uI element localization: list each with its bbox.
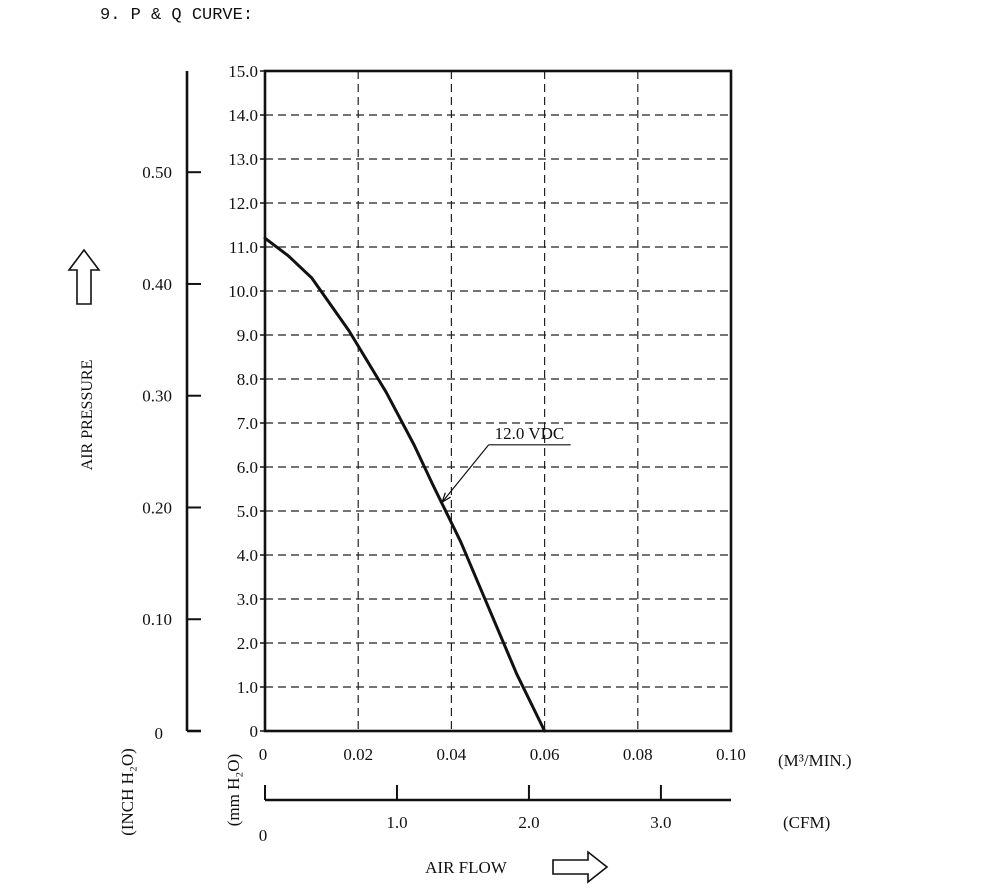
- y-tick-label: 4.0: [237, 546, 258, 565]
- y2-tick-label: 0.20: [142, 498, 172, 517]
- x2-tick-label: 2.0: [518, 813, 539, 832]
- series-line: [263, 236, 547, 733]
- y-tick-label: 14.0: [228, 106, 258, 125]
- y-tick-label: 2.0: [237, 634, 258, 653]
- up-arrow-icon: [67, 248, 101, 305]
- x-tick-label: 0.06: [530, 745, 560, 764]
- y-axis-inch: 0 0.10 0.20 0.30 0.40 0.50: [142, 71, 201, 743]
- page-title: 9. P & Q CURVE:: [100, 6, 254, 25]
- x-unit-primary: (M³/MIN.): [778, 751, 852, 770]
- y-axis-title: AIR PRESSURE: [79, 360, 96, 471]
- x-tick-label: 0.02: [343, 745, 373, 764]
- x2-tick-label: 1.0: [386, 813, 407, 832]
- x2-tick-label: 3.0: [650, 813, 671, 832]
- y-tick-label: 3.0: [237, 590, 258, 609]
- annotation-leader: [441, 444, 490, 503]
- y-tick-label: 6.0: [237, 458, 258, 477]
- y-unit-primary: (mm H₂O): [224, 754, 243, 827]
- x-axis-m3min: 0 0.02 0.04 0.06 0.08 0.10: [259, 745, 746, 764]
- y-tick-label: 1.0: [237, 678, 258, 697]
- x-unit-secondary: (CFM): [783, 813, 830, 832]
- y-tick-label: 9.0: [237, 326, 258, 345]
- y-unit-secondary: (INCH H₂O): [118, 748, 137, 836]
- y2-tick-label: 0.30: [142, 387, 172, 406]
- series-label: 12.0 VDC: [495, 424, 565, 443]
- y2-tick-label: 0.40: [142, 275, 172, 294]
- x-tick-label: 0.04: [437, 745, 467, 764]
- x-axis-cfm: 0 1.0 2.0 3.0: [259, 785, 731, 845]
- y-axis-mm: 0 1.0 2.0 3.0 4.0 5.0 6.0 7.0 8.0 9.0 10.0 11.0 12.0…: [228, 62, 265, 741]
- y2-tick-label: 0.10: [142, 610, 172, 629]
- grid: [265, 71, 731, 731]
- y-tick-label: 8.0: [237, 370, 258, 389]
- annotation-arrowhead: [440, 492, 451, 504]
- y2-tick-label: 0.50: [142, 163, 172, 182]
- x2-tick-label: 0: [259, 826, 268, 845]
- y-tick-label: 12.0: [228, 194, 258, 213]
- axis-labels: AIR PRESSURE AIR FLOW (M³/MIN.) (CFM) (m…: [79, 360, 852, 877]
- y-tick-label: 13.0: [228, 150, 258, 169]
- y2-tick-label: 0: [155, 724, 164, 743]
- plot-frame: [263, 69, 733, 733]
- plot-border: [263, 69, 733, 733]
- y-tick-label: 11.0: [229, 238, 258, 257]
- x-tick-label: 0.10: [716, 745, 746, 764]
- x-tick-label: 0: [259, 745, 268, 764]
- x-tick-label: 0.08: [623, 745, 653, 764]
- right-arrow-icon: [552, 850, 609, 884]
- annotation-group: 12.0 VDC: [440, 424, 571, 504]
- x-axis-title: AIR FLOW: [425, 858, 508, 877]
- y-tick-label: 15.0: [228, 62, 258, 81]
- series-group: [263, 236, 547, 733]
- y-tick-label: 7.0: [237, 414, 258, 433]
- y-tick-label: 10.0: [228, 282, 258, 301]
- y-tick-label: 0: [250, 722, 259, 741]
- y-tick-label: 5.0: [237, 502, 258, 521]
